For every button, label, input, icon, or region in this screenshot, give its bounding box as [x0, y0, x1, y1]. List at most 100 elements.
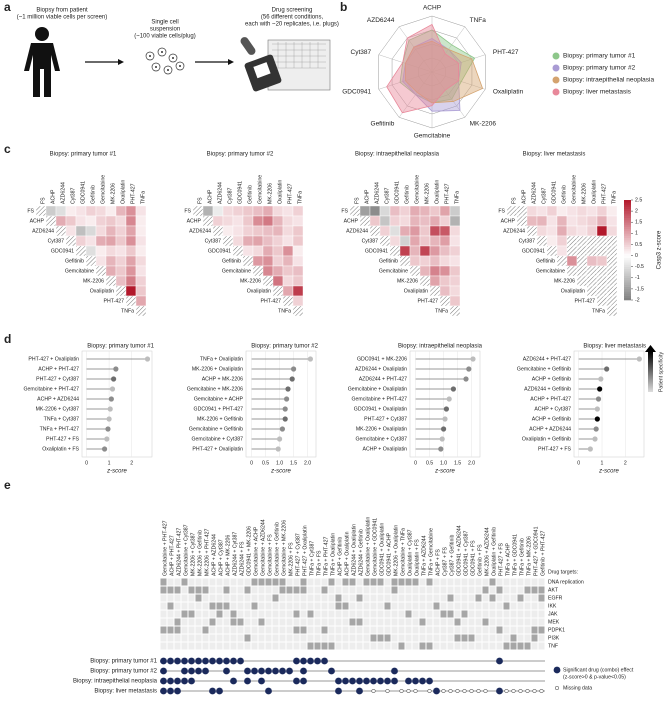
target-cell-bg — [426, 586, 433, 594]
missing-dot — [413, 688, 418, 694]
radar-axis-label: Oxaliplatin — [493, 88, 524, 95]
target-cell-bg — [482, 642, 489, 650]
heat-cell — [409, 235, 421, 247]
target-cell-bg — [321, 634, 328, 642]
colorbar-tick-label: -0.5 — [635, 264, 644, 270]
target-cell — [419, 618, 426, 626]
target-cell — [384, 634, 391, 642]
significant-dot — [167, 657, 174, 665]
target-cell-bg — [433, 618, 440, 626]
target-cell-bg — [216, 618, 223, 626]
target-cell-bg — [475, 634, 482, 642]
target-cell-bg — [209, 626, 216, 634]
colorbar-step — [624, 204, 631, 207]
colorbar-step — [624, 277, 631, 281]
target-cell-bg — [503, 634, 510, 642]
heat-cell — [75, 235, 87, 247]
heat-cell — [262, 205, 274, 217]
target-cell-bg — [272, 618, 279, 626]
heat-cell — [85, 225, 97, 237]
significant-dot — [293, 677, 300, 685]
target-cell-bg — [300, 642, 307, 650]
combo-label: ACHP + FS — [435, 549, 441, 576]
target-cell-bg — [167, 610, 174, 618]
significant-dot — [272, 667, 279, 675]
heat-cell — [282, 245, 294, 257]
column-label: Gefitinib — [404, 185, 410, 204]
radar-axis-label: Gemcitabine — [414, 133, 451, 140]
combo-label: AZD6244 + Oxaliplatin — [351, 524, 357, 576]
row-label: Gemcitabine — [65, 268, 94, 274]
colorbar-step — [624, 280, 631, 283]
target-cell-bg — [223, 618, 230, 626]
target-cell — [174, 618, 181, 626]
target-cell-bg — [202, 602, 209, 610]
lollipop-dot — [109, 386, 116, 392]
target-cell-bg — [216, 594, 223, 602]
colorbar-tick-label: 0.5 — [635, 242, 642, 248]
heat-cell — [125, 255, 137, 267]
target-cell-bg — [475, 578, 482, 586]
combo-label: TNFa + FS — [316, 550, 322, 576]
y-tick-label: PHT-427 + Oxaliplatin — [28, 356, 79, 362]
target-cell — [202, 586, 209, 594]
column-label: GDC0941 — [394, 181, 400, 204]
target-cell — [307, 642, 314, 650]
missing-cell — [232, 245, 244, 257]
target-cell — [188, 586, 195, 594]
target-cell-bg — [482, 610, 489, 618]
heat-cell — [419, 205, 431, 217]
heat-cell — [252, 205, 264, 217]
target-cell — [272, 578, 279, 586]
column-label: FS — [511, 197, 517, 204]
target-cell — [426, 578, 433, 586]
target-cell-bg — [538, 634, 545, 642]
target-cell-bg — [328, 634, 335, 642]
specificity-bar — [648, 352, 653, 392]
target-cell-bg — [419, 626, 426, 634]
significant-dot — [174, 677, 181, 685]
target-cell-bg — [230, 642, 237, 650]
target-cell — [216, 602, 223, 610]
target-cell-bg — [503, 610, 510, 618]
target-cell — [510, 642, 517, 650]
lollipop-dot — [438, 446, 444, 452]
combo-label: Gemcitabine + TNFa — [400, 528, 406, 576]
significant-dot — [160, 667, 167, 675]
column-label: Gefitinib — [90, 185, 96, 204]
heat-cell — [135, 295, 147, 307]
target-cell-bg — [524, 618, 531, 626]
row-label: Oxaliplatin — [90, 288, 114, 294]
significant-dot — [300, 677, 307, 685]
radar-axis-label: TNFa — [470, 17, 487, 24]
target-cell-bg — [174, 594, 181, 602]
target-cell-bg — [265, 634, 272, 642]
target-cell-bg — [209, 642, 216, 650]
target-cell-bg — [524, 610, 531, 618]
target-cell-bg — [188, 594, 195, 602]
legend-text: Missing data — [563, 685, 592, 691]
target-cell-bg — [363, 642, 370, 650]
target-cell-bg — [328, 586, 335, 594]
heat-cell — [449, 205, 461, 217]
combo-label: Gemcitabine + Cyt387 — [183, 524, 189, 576]
radar-axis-label: ACHP — [423, 5, 441, 12]
column-label: MK-2206 — [267, 183, 273, 204]
target-cell-bg — [272, 586, 279, 594]
target-cell-bg — [475, 626, 482, 634]
heat-cell — [115, 235, 127, 247]
row-label: Cyt387 — [48, 238, 65, 244]
heat-cell — [55, 215, 67, 227]
column-label: Gemcitabine — [257, 175, 263, 204]
column-label: Gemcitabine — [571, 175, 577, 204]
target-cell-bg — [510, 602, 517, 610]
target-label: EGFR — [548, 595, 563, 601]
combo-label: TNFa + ACHP — [505, 542, 511, 576]
target-cell-bg — [503, 594, 510, 602]
row-label: MK-2206 — [240, 278, 261, 284]
row-label: AZD6244 — [346, 228, 368, 234]
target-cell-bg — [468, 626, 475, 634]
target-cell-bg — [391, 642, 398, 650]
target-cell-bg — [174, 610, 181, 618]
target-cell — [230, 610, 237, 618]
